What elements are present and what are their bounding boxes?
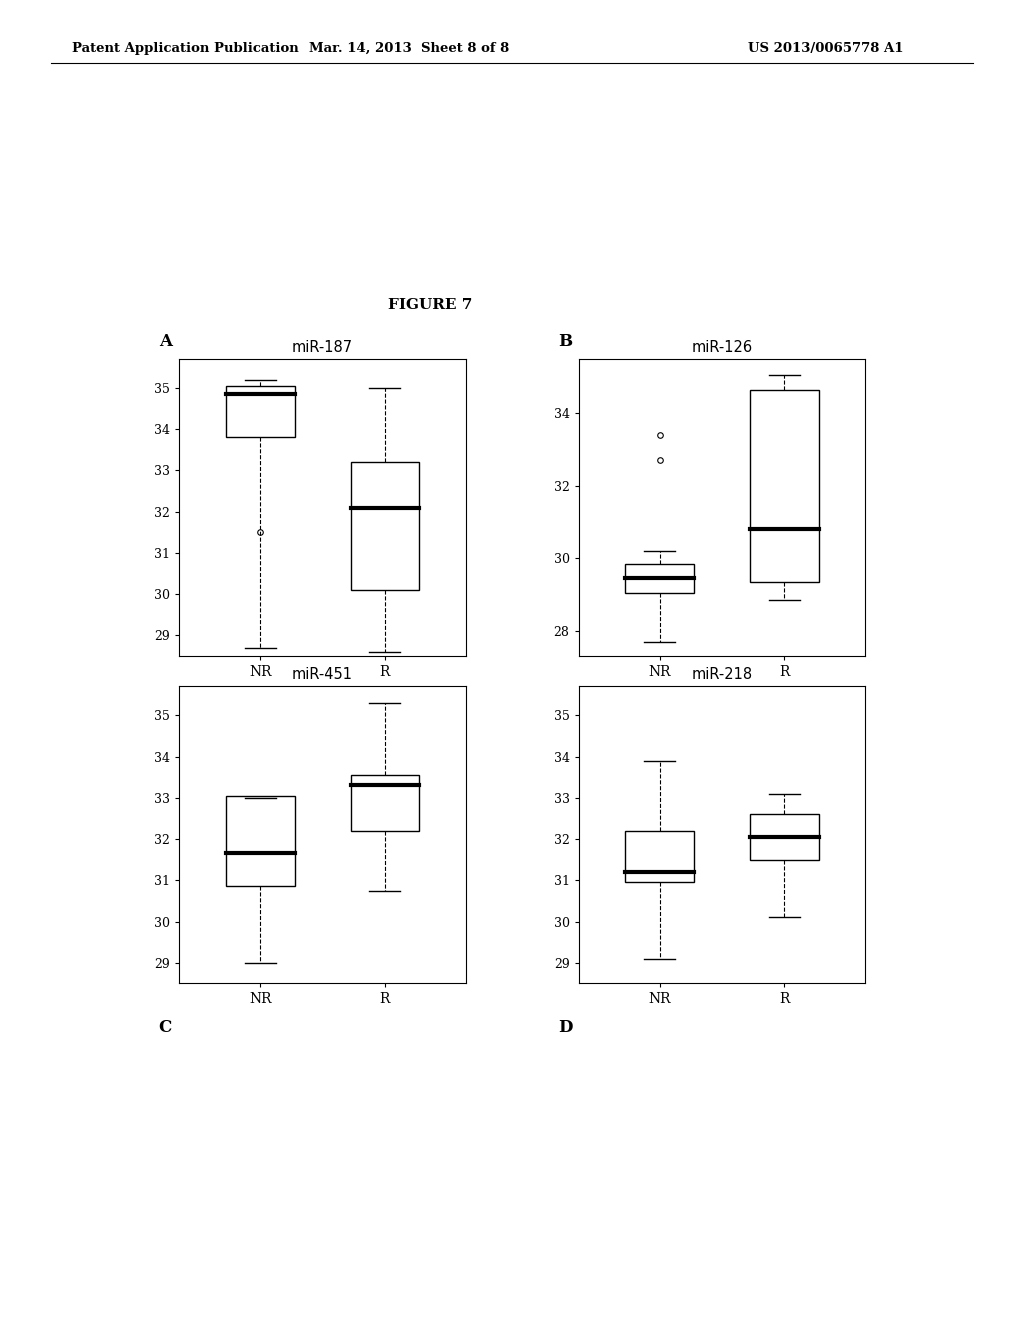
- Bar: [226, 796, 295, 887]
- Bar: [350, 775, 419, 830]
- Bar: [226, 385, 295, 437]
- Bar: [350, 462, 419, 590]
- Text: Patent Application Publication: Patent Application Publication: [72, 42, 298, 55]
- Title: miR-451: miR-451: [292, 668, 353, 682]
- Bar: [626, 564, 694, 593]
- Text: A: A: [159, 333, 172, 350]
- Text: Mar. 14, 2013  Sheet 8 of 8: Mar. 14, 2013 Sheet 8 of 8: [309, 42, 510, 55]
- Bar: [750, 814, 818, 859]
- Text: B: B: [558, 333, 572, 350]
- Bar: [626, 830, 694, 882]
- Text: C: C: [159, 1019, 172, 1036]
- Title: miR-187: miR-187: [292, 341, 353, 355]
- Text: D: D: [558, 1019, 572, 1036]
- Text: FIGURE 7: FIGURE 7: [388, 298, 472, 313]
- Bar: [750, 389, 818, 582]
- Title: miR-126: miR-126: [691, 341, 753, 355]
- Title: miR-218: miR-218: [691, 668, 753, 682]
- Text: US 2013/0065778 A1: US 2013/0065778 A1: [748, 42, 903, 55]
